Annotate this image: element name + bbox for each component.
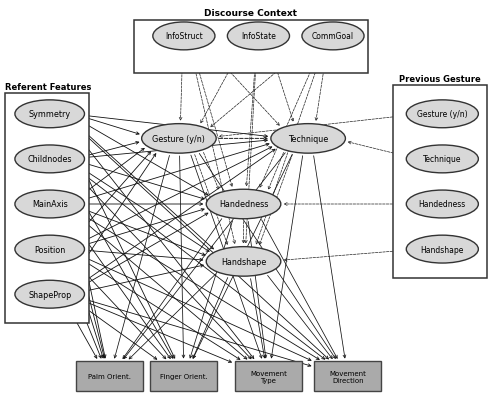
Text: Gesture (y/n): Gesture (y/n): [417, 110, 468, 119]
FancyBboxPatch shape: [393, 86, 487, 278]
Text: Childnodes: Childnodes: [27, 155, 72, 164]
Ellipse shape: [15, 146, 84, 173]
FancyBboxPatch shape: [76, 362, 143, 391]
Ellipse shape: [407, 191, 478, 218]
Ellipse shape: [15, 191, 84, 218]
Text: Handedness: Handedness: [418, 200, 466, 209]
Text: Handshape: Handshape: [420, 245, 464, 254]
Ellipse shape: [15, 281, 84, 308]
Ellipse shape: [407, 236, 478, 263]
Text: Position: Position: [34, 245, 65, 254]
Ellipse shape: [302, 23, 364, 51]
Text: CommGoal: CommGoal: [312, 32, 354, 41]
Ellipse shape: [407, 146, 478, 173]
Text: Symmetry: Symmetry: [29, 110, 71, 119]
Ellipse shape: [228, 23, 289, 51]
Text: Technique: Technique: [423, 155, 462, 164]
Ellipse shape: [271, 124, 345, 154]
Ellipse shape: [407, 101, 478, 128]
Text: MainAxis: MainAxis: [32, 200, 68, 209]
FancyBboxPatch shape: [314, 362, 382, 391]
FancyBboxPatch shape: [134, 20, 368, 74]
Text: Previous Gesture: Previous Gesture: [399, 75, 481, 84]
Text: Gesture (y/n): Gesture (y/n): [153, 135, 205, 144]
Text: Referent Features: Referent Features: [5, 83, 91, 92]
FancyBboxPatch shape: [151, 362, 218, 391]
Text: Finger Orient.: Finger Orient.: [160, 373, 208, 379]
Ellipse shape: [206, 247, 281, 276]
Ellipse shape: [142, 124, 216, 154]
FancyBboxPatch shape: [235, 362, 302, 391]
Text: InfoStruct: InfoStruct: [165, 32, 203, 41]
Text: InfoState: InfoState: [241, 32, 276, 41]
Text: Movement
Direction: Movement Direction: [330, 370, 366, 383]
Text: Movement
Type: Movement Type: [250, 370, 287, 383]
Ellipse shape: [15, 101, 84, 128]
Text: Technique: Technique: [288, 135, 328, 144]
Ellipse shape: [15, 236, 84, 263]
Text: Palm Orient.: Palm Orient.: [88, 373, 131, 379]
Text: Discourse Context: Discourse Context: [204, 9, 298, 18]
Text: Handshape: Handshape: [221, 257, 266, 266]
FancyBboxPatch shape: [5, 94, 89, 323]
Ellipse shape: [206, 190, 281, 219]
Ellipse shape: [153, 23, 215, 51]
Text: Handedness: Handedness: [219, 200, 268, 209]
Text: ShapeProp: ShapeProp: [28, 290, 72, 299]
